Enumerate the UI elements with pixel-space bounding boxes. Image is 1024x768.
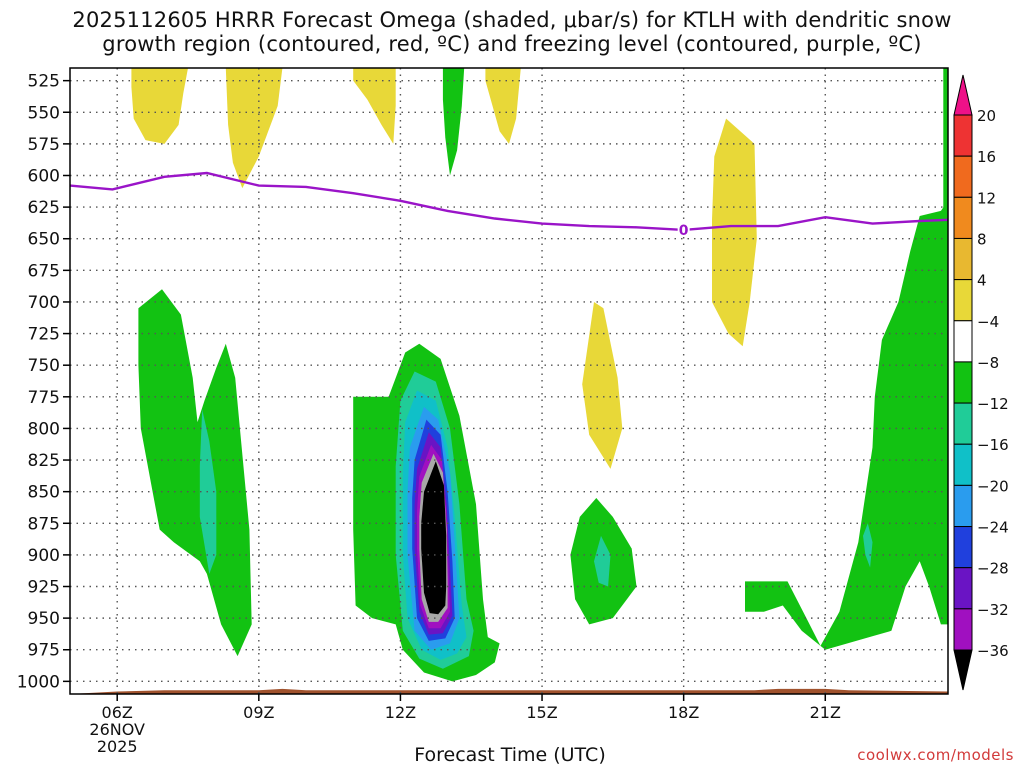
colorbar-label-8: −16 [977,436,1009,454]
y-tick-label-675: 675 [28,261,60,281]
colorbar-label-5: −4 [977,313,999,331]
freezing-level-line [69,171,949,232]
y-tick-label-975: 975 [28,641,60,661]
y-tick-label-800: 800 [28,419,60,439]
y-tick-label-700: 700 [28,293,60,313]
colorbar-label-2: 12 [977,189,996,207]
y-tick-label-925: 925 [28,578,60,598]
omega-region-1 [225,68,283,189]
colorbar-label-1: 16 [977,148,996,166]
colorbar-label-9: −20 [977,477,1009,495]
x-tick-label-21Z: 21Z [810,703,841,722]
omega-region-2 [353,68,396,144]
colorbar-box-11 [953,567,973,610]
y-tick-label-525: 525 [28,72,60,92]
colorbar-label-13: −36 [977,642,1009,660]
colorbar-label-4: 4 [977,272,987,290]
omega-region-10 [745,200,948,650]
omega-region-11 [943,68,948,211]
colorbar-box-0 [953,114,973,157]
x-tick-year: 2025 [97,737,138,756]
omega-region-13 [594,535,611,587]
y-tick-label-575: 575 [28,135,60,155]
colorbar-label-7: −12 [977,395,1009,413]
x-tick-label-15Z: 15Z [526,703,557,722]
omega-region-3 [485,68,521,144]
colorbar-label-6: −8 [977,354,999,372]
y-tick-label-600: 600 [28,166,60,186]
omega-region-4 [712,118,757,347]
omega-region-0 [131,68,188,144]
plot-area [70,68,948,694]
y-tick-label-625: 625 [28,198,60,218]
omega-region-7 [138,289,252,657]
x-tick-label-09Z: 09Z [243,703,274,722]
y-tick-label-900: 900 [28,546,60,566]
colorbar-box-3 [953,237,973,281]
terrain-surface [70,688,948,694]
y-tick-label-1000: 1000 [17,672,60,692]
x-tick-label-18Z: 18Z [668,703,699,722]
credit-link[interactable]: coolwx.com/models [857,746,1014,764]
colorbar-arrow-top [953,74,973,116]
y-tick-label-725: 725 [28,325,60,345]
colorbar-label-3: 8 [977,230,987,248]
y-tick-label-750: 750 [28,356,60,376]
y-tick-label-650: 650 [28,230,60,250]
colorbar-box-9 [953,484,973,528]
y-tick-label-825: 825 [28,451,60,471]
omega-region-6 [442,68,465,176]
y-tick-label-950: 950 [28,609,60,629]
omega-region-5 [582,302,623,469]
colorbar-label-12: −32 [977,601,1009,619]
x-tick-label-06Z: 06Z [102,703,133,722]
y-tick-label-775: 775 [28,388,60,408]
freezing-level-label: 0 [679,223,689,239]
colorbar-box-2 [953,196,973,239]
plot-background [70,68,948,694]
y-tick-label-850: 850 [28,483,60,503]
x-axis-label: Forecast Time (UTC) [414,744,606,766]
omega-region-14 [863,523,873,568]
colorbar-box-6 [953,361,973,404]
colorbar-box-4 [953,279,973,322]
y-tick-label-875: 875 [28,514,60,534]
y-tick-label-550: 550 [28,103,60,123]
colorbar-box-5 [953,320,973,363]
chart-title-line1: 2025112605 HRRR Forecast Omega (shaded, … [72,8,952,32]
colorbar-arrow-bottom [953,649,973,691]
plot-frame [69,67,949,695]
chart-title-line2: growth region (contoured, red, ºC) and f… [102,32,922,56]
freezing-level-label-bg [677,221,690,237]
colorbar-box-12 [953,608,973,651]
colorbar-box-10 [953,526,973,569]
colorbar-label-11: −28 [977,560,1009,578]
omega-region-12 [199,409,217,574]
colorbar-label-10: −24 [977,519,1009,537]
colorbar-box-8 [953,443,973,486]
x-tick-label-12Z: 12Z [385,703,416,722]
x-tick-date: 26NOV [89,720,145,739]
omega-region-22 [421,461,447,615]
colorbar-label-0: 20 [977,107,996,125]
colorbar-box-7 [953,402,973,445]
colorbar-box-1 [953,155,973,198]
